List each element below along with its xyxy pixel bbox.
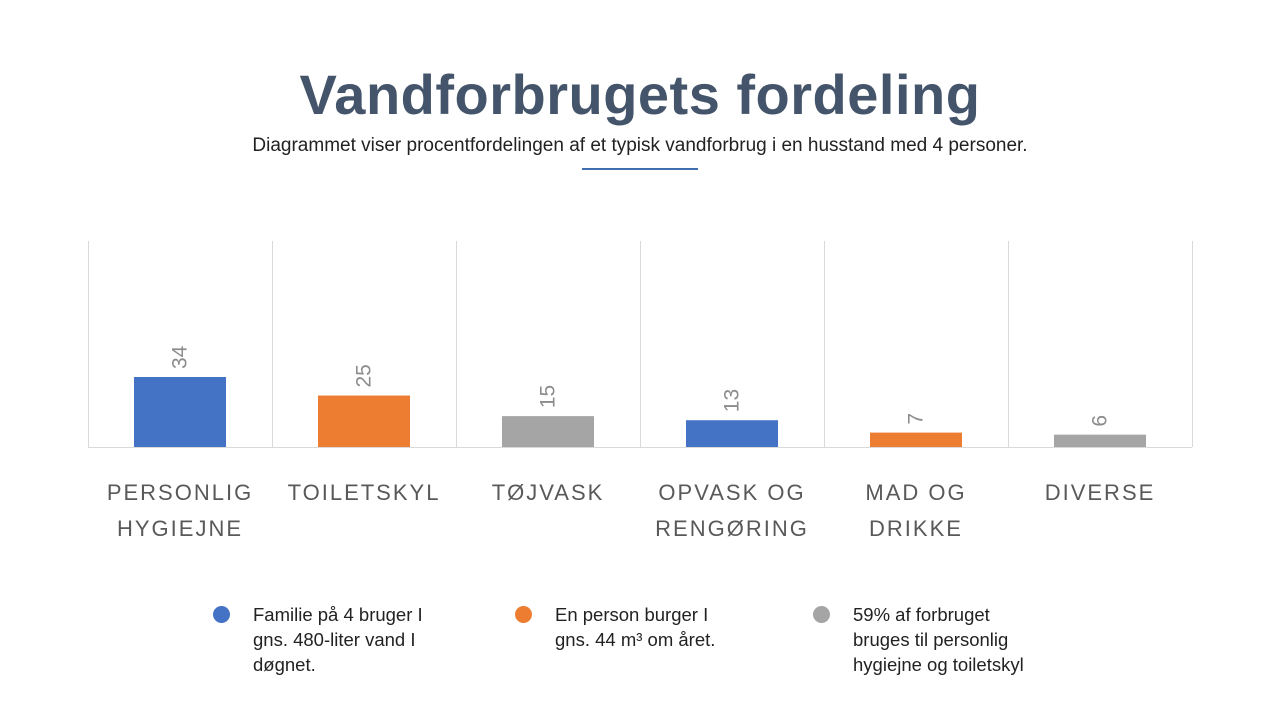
legend-line: bruges til personlig (853, 629, 1009, 650)
legend-line: hygiejne og toiletskyl (853, 654, 1024, 675)
legend-text-1: Familie på 4 bruger I gns. 480-liter van… (253, 602, 473, 677)
legend-text-3: 59% af forbruget bruges til personlig hy… (853, 602, 1073, 677)
category-label: DRIKKE (869, 516, 963, 541)
data-label: 7 (905, 413, 928, 425)
bar (870, 432, 962, 447)
category-label: OPVASK OG (658, 480, 805, 505)
category-label: MAD OG (865, 480, 966, 505)
category-label: HYGIEJNE (117, 516, 243, 541)
page-title: Vandforbrugets fordeling (299, 63, 981, 126)
data-label: 13 (721, 389, 744, 412)
legend-line: døgnet. (253, 654, 316, 675)
legend-item-2: En person burger I gns. 44 m³ om året. (515, 602, 775, 652)
legend-line: 59% af forbruget (853, 604, 990, 625)
data-label: 15 (537, 385, 560, 408)
legend-line: gns. 44 m³ om året. (555, 629, 716, 650)
bar (686, 420, 778, 447)
data-label: 25 (353, 364, 376, 387)
bar (134, 377, 226, 447)
legend-line: Familie på 4 bruger I (253, 604, 423, 625)
data-label: 34 (169, 345, 192, 369)
legend-item-1: Familie på 4 bruger I gns. 480-liter van… (213, 602, 473, 677)
legend-item-3: 59% af forbruget bruges til personlig hy… (813, 602, 1073, 677)
page-subtitle: Diagrammet viser procentfordelingen af e… (252, 135, 1028, 156)
bar (318, 395, 410, 447)
bar (1054, 434, 1146, 447)
category-label: TØJVASK (492, 480, 605, 505)
legend-dot-1 (213, 606, 230, 623)
bar-chart: 34 PERSONLIG HYGIEJNE 25 TOILETSKYL 15 TØJVASK… (88, 241, 1193, 541)
legend-dot-3 (813, 606, 830, 623)
category-label: DIVERSE (1045, 480, 1156, 505)
legend-line: gns. 480-liter vand I (253, 629, 416, 650)
data-label: 6 (1089, 415, 1112, 427)
title-divider (582, 168, 698, 170)
legend-line: En person burger I (555, 604, 709, 625)
legend-dot-2 (515, 606, 532, 623)
category-label: TOILETSKYL (288, 480, 441, 505)
bar (502, 416, 594, 447)
category-label: PERSONLIG (107, 480, 253, 505)
category-label: RENGØRING (655, 516, 809, 541)
legend-text-2: En person burger I gns. 44 m³ om året. (555, 602, 775, 652)
